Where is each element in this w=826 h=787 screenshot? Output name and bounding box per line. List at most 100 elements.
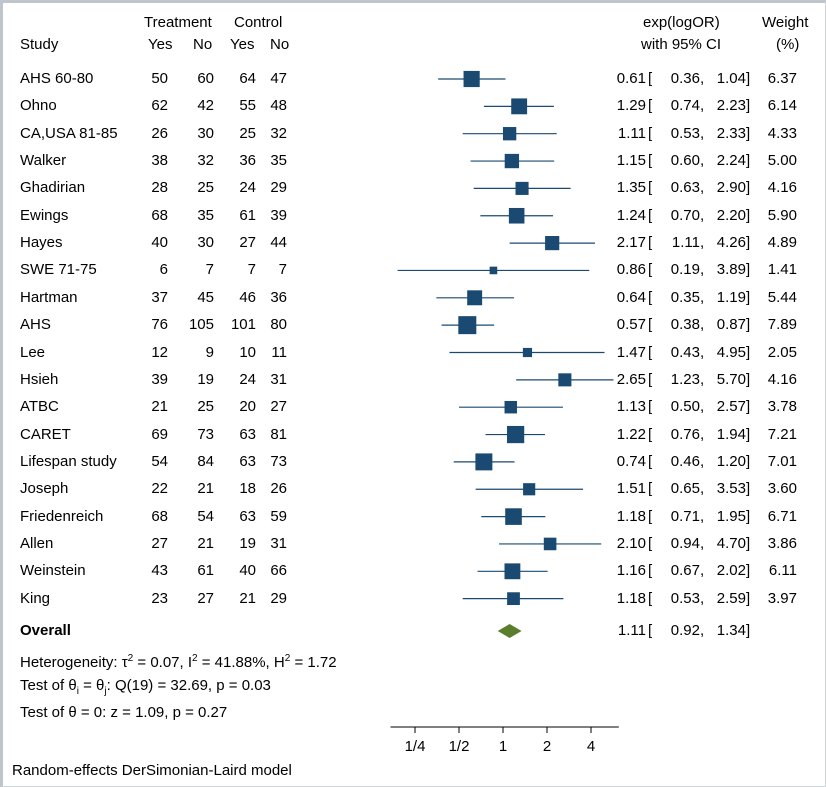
header-treatment-no: No [193,36,213,53]
ci-comma: , [700,480,705,498]
effect-or: 1.13 [616,398,646,416]
ci-close-bracket: ] [746,70,751,87]
control-no: 31 [270,370,287,388]
ci-open-bracket: [ [648,261,653,279]
ci-open-bracket: [ [648,452,653,470]
ci-upper: 5.70 [716,370,746,388]
ci-open-bracket: [ [648,206,653,224]
treatment-no: 25 [197,179,214,197]
control-no: 47 [270,70,287,87]
treatment-no: 27 [197,589,214,607]
test-hom-prefix: Test of θ [20,677,77,694]
treatment-yes: 68 [151,206,168,224]
x-tick-label: 4 [586,738,596,755]
test-hom-sub-i: i [76,686,79,697]
treatment-no: 19 [197,370,214,388]
ci-open-bracket: [ [648,480,653,498]
ci-close-bracket: ] [746,179,751,197]
weight-value: 4.16 [767,179,797,197]
weight-value: 7.21 [767,425,797,443]
treatment-no: 30 [197,234,214,252]
effect-marker [475,453,493,471]
ci-lower: 0.60 [670,152,700,170]
ci-lower: 0.36 [670,70,700,87]
overall-or: 1.11 [617,622,646,639]
ci-comma: , [700,316,705,334]
ci-close-bracket: ] [746,425,751,443]
effect-or: 1.11 [617,124,646,142]
ci-lower: 0.43 [670,343,700,361]
study-name: AHS [20,316,51,334]
ci-open-bracket: [ [648,288,653,306]
weight-value: 4.16 [767,370,797,388]
study-name: AHS 60-80 [20,70,94,87]
study-name: Hsieh [20,370,59,388]
effect-marker [558,373,572,387]
ci-lower: 1.11 [671,234,700,252]
effect-or: 1.15 [616,152,646,170]
overall-label: Overall [20,622,71,639]
study-name: SWE 71-75 [20,261,97,279]
control-yes: 55 [239,97,256,115]
het-h-exp: 2 [284,653,291,664]
control-no: 26 [270,480,287,498]
effect-or: 1.18 [616,589,646,607]
treatment-yes: 38 [151,152,168,170]
control-no: 29 [270,179,287,197]
treatment-yes: 23 [151,589,168,607]
het-tau-val: = 0.07, I [133,654,193,671]
ci-open-bracket: [ [648,425,653,443]
treatment-yes: 39 [151,370,168,388]
effect-or: 0.74 [616,452,646,470]
ci-open-bracket: [ [648,70,653,87]
ci-lower: 1.23 [670,370,700,388]
effect-or: 0.64 [616,288,646,306]
control-yes: 20 [239,398,256,416]
ci-upper: 1.04 [716,70,746,87]
ci-close-bracket: ] [746,398,751,416]
ci-open-bracket: [ [648,398,653,416]
ci-comma: , [700,398,705,416]
treatment-no: 60 [197,70,214,87]
weight-value: 5.44 [767,288,797,306]
het-i-val: = 41.88%, H [197,654,285,671]
ci-lower: 0.71 [670,507,700,525]
weight-value: 3.78 [767,398,797,416]
overall-lo: 0.92 [670,622,700,639]
effect-marker [522,347,533,358]
control-yes: 61 [239,206,256,224]
treatment-no: 9 [205,343,214,361]
treatment-yes: 54 [151,452,168,470]
treatment-no: 105 [188,316,214,334]
ci-comma: , [700,562,705,580]
ci-upper: 4.95 [716,343,746,361]
control-no: 44 [270,234,287,252]
ci-open-bracket: [ [648,179,653,197]
control-yes: 63 [239,425,256,443]
ci-close-bracket: ] [746,206,751,224]
test-hom-sub-j: j [104,686,107,697]
ci-open-bracket: [ [648,507,653,525]
treatment-no: 42 [197,97,214,115]
header-study: Study [20,36,59,53]
control-no: 81 [270,425,287,443]
ci-close-bracket: ] [746,316,751,334]
treatment-no: 61 [197,562,214,580]
ci-comma: , [700,234,705,252]
treatment-yes: 12 [151,343,168,361]
treatment-yes: 43 [151,562,168,580]
effect-marker [489,266,498,275]
weight-value: 6.11 [768,562,797,580]
effect-marker [458,316,477,335]
treatment-no: 21 [197,480,214,498]
study-name: Friedenreich [20,507,104,525]
ci-lower: 0.53 [670,589,700,607]
ci-upper: 2.20 [716,206,746,224]
ci-close-bracket: ] [746,370,751,388]
effect-marker [507,425,525,444]
effect-or: 0.57 [616,316,646,334]
x-tick-label: 1/4 [404,738,426,755]
ci-close-bracket: ] [746,534,751,552]
ci-lower: 0.35 [670,288,700,306]
control-yes: 18 [239,480,256,498]
